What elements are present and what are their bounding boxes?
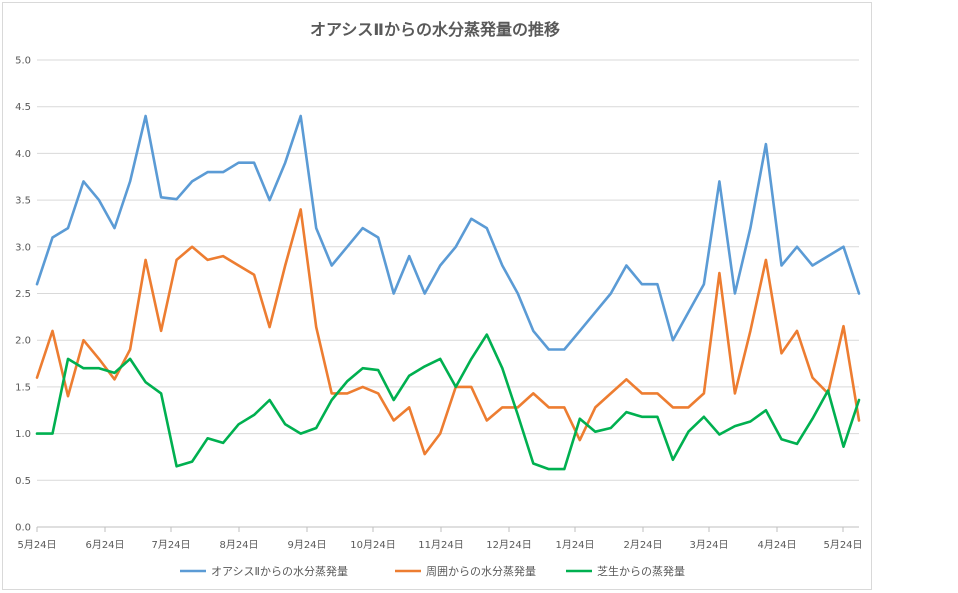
- series-line-1: [35, 208, 861, 456]
- legend-label-1: 周囲からの水分蒸発量: [426, 564, 536, 578]
- legend-label-2: 芝生からの蒸発量: [597, 564, 685, 578]
- series-line-0: [35, 114, 861, 351]
- x-tick-label: 10月24日: [350, 539, 395, 551]
- y-tick-label: 2.5: [15, 289, 31, 300]
- chart-area: オアシスⅡからの水分蒸発量の推移 0.0 0.5 1.0 1.5 2.0 2.5 3.0 3.…: [2, 2, 872, 590]
- y-tick-label: 1.0: [15, 429, 31, 440]
- x-tick-label: 7月24日: [151, 539, 190, 551]
- y-tick-label: 4.0: [15, 149, 31, 160]
- x-tick-label: 12月24日: [486, 539, 531, 551]
- series-lines: [35, 114, 861, 471]
- y-tick-label: 0.0: [15, 523, 31, 534]
- y-tick-label: 2.0: [15, 336, 31, 347]
- chart-title: オアシスⅡからの水分蒸発量の推移: [310, 20, 560, 39]
- x-tick-label: 6月24日: [85, 539, 124, 551]
- gridlines: [37, 59, 859, 528]
- x-tick-label: 8月24日: [219, 539, 258, 551]
- x-tick-label: 3月24日: [689, 539, 728, 551]
- y-tick-label: 3.0: [15, 242, 31, 253]
- legend: オアシスⅡからの水分蒸発量 周囲からの水分蒸発量 芝生からの蒸発量: [180, 564, 685, 578]
- x-axis: 5月24日 6月24日 7月24日 8月24日 9月24日 10月24日 11月24日 12月…: [17, 526, 863, 551]
- y-tick-label: 0.5: [15, 476, 31, 487]
- y-tick-labels: 0.0 0.5 1.0 1.5 2.0 2.5 3.0 3.5 4.0 4.5 5.0: [15, 56, 31, 534]
- x-tick-label: 11月24日: [418, 539, 463, 551]
- line-chart: オアシスⅡからの水分蒸発量の推移 0.0 0.5 1.0 1.5 2.0 2.5 3.0 3.…: [15, 20, 863, 578]
- series-line-2: [35, 333, 861, 471]
- x-tick-label: 1月24日: [555, 539, 594, 551]
- x-tick-label: 5月24日: [17, 539, 56, 551]
- y-tick-label: 4.5: [15, 102, 31, 113]
- y-tick-label: 1.5: [15, 382, 31, 393]
- y-tick-label: 3.5: [15, 196, 31, 207]
- y-tick-label: 5.0: [15, 56, 31, 67]
- x-tick-label: 5月24日: [823, 539, 862, 551]
- legend-label-0: オアシスⅡからの水分蒸発量: [211, 564, 348, 578]
- x-tick-label: 4月24日: [757, 539, 796, 551]
- x-tick-label: 9月24日: [287, 539, 326, 551]
- x-tick-label: 2月24日: [623, 539, 662, 551]
